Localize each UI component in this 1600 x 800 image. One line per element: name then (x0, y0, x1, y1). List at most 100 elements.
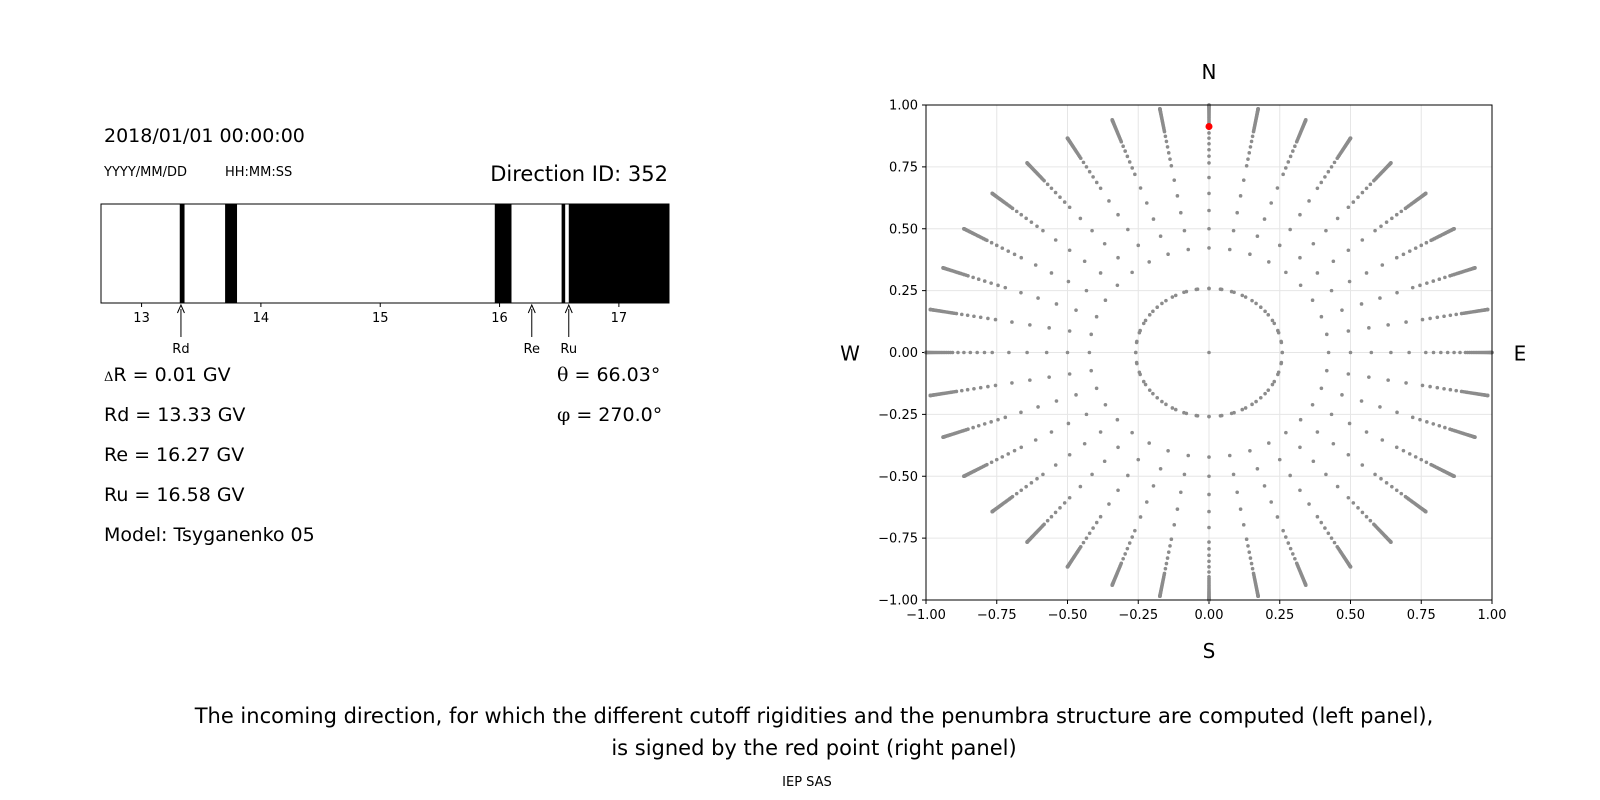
direction-point (1384, 481, 1389, 485)
x-tick-label: 1.00 (1478, 608, 1507, 623)
date-format-label: YYYY/MM/DD (104, 165, 187, 180)
direction-point (1158, 594, 1162, 599)
direction-point (1431, 350, 1436, 355)
direction-point (982, 350, 987, 355)
direction-point (989, 281, 993, 285)
direction-point (1065, 565, 1070, 569)
direction-point (1413, 246, 1418, 250)
x-tick-label: 0.50 (1336, 608, 1365, 623)
direction-point (1404, 320, 1408, 324)
direction-point (1158, 234, 1163, 239)
direction-point (1248, 556, 1253, 560)
direction-point (1378, 296, 1382, 300)
direction-point (1399, 491, 1404, 496)
direction-point (1263, 309, 1267, 314)
theta-value: θ = 66.03° (557, 364, 660, 386)
direction-point (1065, 136, 1070, 140)
direction-point (1186, 453, 1191, 458)
direction-point (1125, 154, 1130, 159)
y-tick-label: −0.75 (878, 532, 918, 547)
direction-point (978, 385, 983, 390)
direction-point (1207, 474, 1211, 479)
direction-point (1401, 252, 1406, 257)
direction-point (1420, 383, 1425, 388)
direction-point (1019, 212, 1024, 217)
direction-point (1087, 531, 1092, 536)
direction-point (1164, 402, 1168, 407)
direction-point (1147, 441, 1151, 445)
direction-point (1284, 270, 1288, 275)
direction-point (1019, 410, 1023, 415)
direction-point (996, 417, 1000, 422)
direction-point (1286, 160, 1291, 164)
direction-point (1091, 526, 1095, 530)
direction-point (1454, 388, 1459, 393)
direction-point (1029, 220, 1034, 224)
direction-point (1283, 166, 1288, 170)
direction-point (1442, 314, 1446, 319)
direction-point (1331, 259, 1336, 264)
direction-point (989, 240, 994, 245)
direction-point (1360, 238, 1365, 242)
direction-point (1207, 455, 1211, 459)
direction-point (1115, 417, 1120, 422)
direction-point (1182, 472, 1187, 477)
direction-point (972, 314, 976, 319)
direction-point (1254, 301, 1258, 306)
direction-point (1389, 540, 1393, 544)
direction-point (1179, 490, 1183, 495)
direction-point (1250, 402, 1254, 407)
direction-point (975, 350, 979, 355)
direction-point (1107, 199, 1111, 203)
direction-point (1036, 405, 1040, 409)
direction-point (986, 316, 990, 321)
marker-arrowhead-re (527, 303, 536, 314)
direction-point (928, 393, 933, 398)
direction-point (1231, 472, 1236, 477)
direction-point (1207, 246, 1211, 250)
forbidden-band (568, 204, 669, 303)
rd-value: Rd = 13.33 GV (104, 404, 246, 426)
direction-point (1311, 241, 1316, 246)
direction-point (962, 474, 966, 479)
direction-point (1235, 490, 1239, 495)
direction-point (1452, 226, 1456, 231)
spectrum-frame (100, 203, 670, 304)
direction-point (1326, 169, 1331, 174)
direction-point (1098, 186, 1103, 191)
direction-point (994, 243, 999, 248)
direction-point (1413, 455, 1418, 459)
direction-point (1123, 149, 1127, 153)
direction-point (1380, 438, 1385, 442)
direction-point (1394, 488, 1399, 493)
x-tick-label: −0.75 (977, 608, 1017, 623)
direction-point (1319, 386, 1324, 391)
direction-point (1207, 147, 1211, 152)
compass-west: W (840, 342, 860, 366)
direction-point (1164, 139, 1169, 144)
direction-point (1431, 279, 1436, 283)
direction-point (1364, 430, 1369, 434)
direction-point (1419, 243, 1424, 248)
direction-point (1158, 106, 1162, 111)
direction-point (941, 435, 945, 439)
direction-point (962, 350, 966, 355)
direction-point (1078, 484, 1083, 489)
direction-point (1423, 350, 1428, 355)
direction-point (1141, 379, 1146, 384)
direction-point (1368, 182, 1373, 187)
direction-point (1346, 329, 1351, 333)
direction-point (1276, 370, 1281, 375)
direction-point (1127, 541, 1132, 545)
direction-point (1116, 488, 1120, 493)
y-tick-label: 0.75 (889, 160, 918, 175)
direction-point (1025, 540, 1029, 544)
direction-point (1315, 271, 1320, 275)
direction-point (1288, 154, 1293, 159)
delta-symbol: Δ (104, 370, 114, 385)
direction-point (1090, 228, 1094, 233)
direction-point (1452, 474, 1456, 479)
rigidity-spectrum-chart: 13 14 15 16 17 Rd Re Ru (100, 203, 670, 357)
direction-point (1448, 387, 1453, 392)
direction-point (1195, 287, 1200, 292)
